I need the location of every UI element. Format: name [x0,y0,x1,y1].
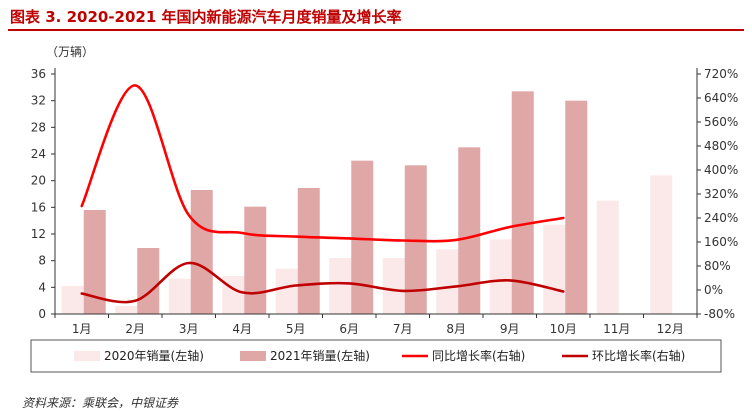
bar-2021-3 [190,190,213,314]
bar-2021-6 [351,160,374,314]
left-tick-label: 32 [31,94,46,108]
x-tick-label: 6月 [339,322,359,336]
bar-2020-1 [61,286,84,314]
right-tick-label: 80% [704,259,731,273]
source-note: 资料来源：乘联会，中银证券 [22,396,179,410]
legend-swatch [240,351,266,361]
x-tick-label: 8月 [446,322,466,336]
right-tick-label: 0% [704,283,723,297]
bar-2020-4 [222,276,245,314]
chart-title: 图表 3. 2020-2021 年国内新能源汽车月度销量及增长率 [10,8,402,26]
right-tick-label: 560% [704,115,738,129]
x-tick-label: 4月 [232,322,252,336]
bar-2020-10 [543,224,566,314]
bar-2020-7 [382,258,405,314]
bar-2021-9 [511,91,534,314]
legend-label: 2020年销量(左轴) [104,348,204,363]
bar-2021-5 [297,188,320,314]
right-tick-label: 320% [704,187,738,201]
line-yoy-growth [80,84,565,243]
x-tick-label: 1月 [72,322,92,336]
left-tick-label: 28 [31,120,46,134]
bar-2020-8 [436,249,459,314]
x-tick-label: 5月 [286,322,306,336]
legend-label: 同比增长率(右轴) [432,348,525,363]
left-tick-label: 12 [31,227,46,241]
left-tick-label: 16 [31,200,46,214]
x-tick-label: 7月 [393,322,413,336]
left-tick-label: 36 [31,67,46,81]
line-mom-growth [80,261,565,304]
legend-swatch [74,351,100,361]
left-tick-label: 24 [31,147,46,161]
right-tick-label: -80% [704,307,735,321]
bar-2021-4 [244,206,267,314]
chart: 0 4 8 12 16 20 24 28 32 36 -80% 0% 80% 160% 240% 320% 40… [30,67,739,373]
left-tick-label: 8 [38,254,46,268]
left-tick-label: 0 [38,307,46,321]
bar-2020-9 [489,239,512,314]
bar-2021-2 [137,248,160,314]
legend-label: 环比增长率(右轴) [592,348,685,363]
right-tick-label: 400% [704,163,738,177]
right-tick-label: 240% [704,211,738,225]
right-tick-label: 720% [704,67,738,81]
bar-2020-2 [115,306,138,314]
x-tick-label: 9月 [500,322,520,336]
x-tick-label: 12月 [657,322,684,336]
bar-2020-5 [275,268,298,314]
x-tick-label: 2月 [125,322,145,336]
bar-2020-12 [650,175,673,314]
title-rule [8,29,744,31]
bar-2021-10 [565,100,588,315]
right-tick-label: 480% [704,139,738,153]
legend-box [30,339,722,373]
bar-2021-1 [83,210,106,314]
x-tick-label: 11月 [603,322,630,336]
left-tick-label: 4 [38,280,46,294]
bar-2020-6 [329,258,352,314]
x-tick-label: 10月 [550,322,577,336]
bar-2021-8 [458,147,481,314]
legend: 2020年销量(左轴) 2021年销量(左轴) 同比增长率(右轴) 环比增长率(右轴) [30,339,722,373]
right-tick-label: 160% [704,235,738,249]
bar-2020-11 [596,200,619,314]
right-tick-label: 640% [704,91,738,105]
legend-label: 2021年销量(左轴) [270,348,370,363]
unit-label: （万辆） [46,45,95,59]
bar-2020-3 [168,278,191,314]
axes: 0 4 8 12 16 20 24 28 32 36 -80% 0% 80% 160% 240% 320% 40… [31,67,739,336]
x-tick-label: 3月 [179,322,199,336]
left-tick-label: 20 [31,174,46,188]
plot-area [61,84,673,315]
